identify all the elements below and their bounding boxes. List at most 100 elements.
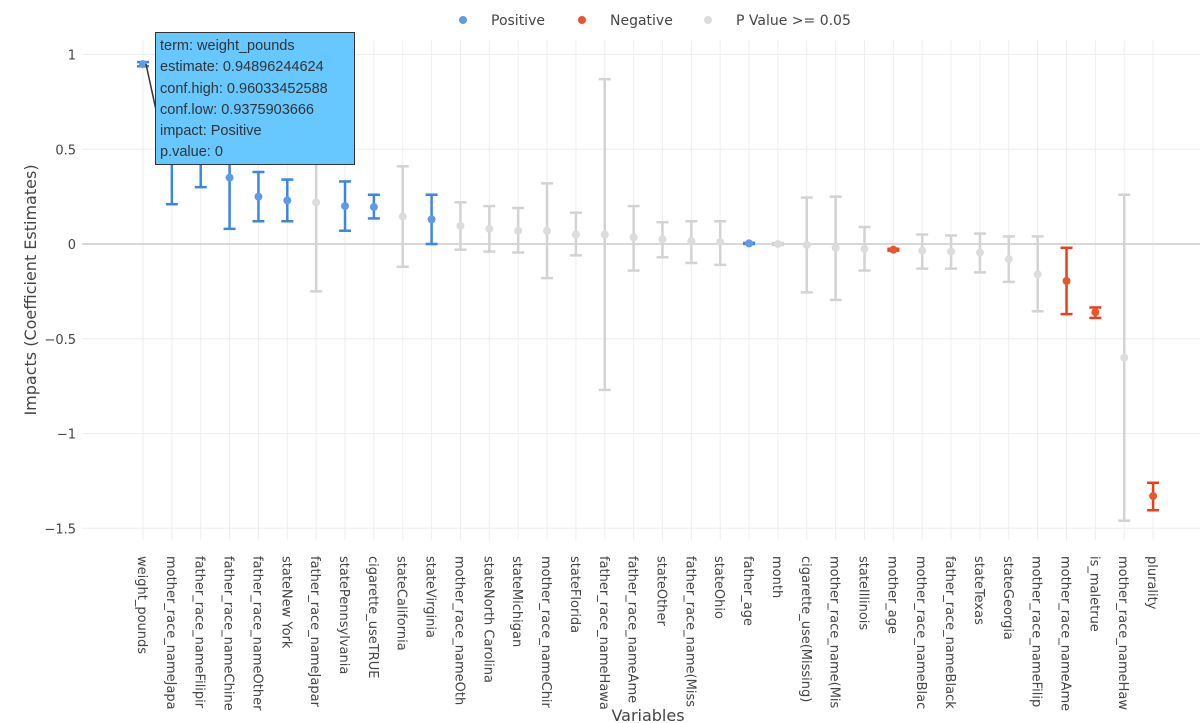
x-tick-label: father_race_nameAme: [625, 556, 640, 703]
estimate-marker[interactable]: [225, 173, 234, 182]
error-bar-point[interactable]: [252, 170, 265, 223]
estimate-marker[interactable]: [947, 247, 956, 256]
x-tick-label: stateCalifornia: [394, 556, 409, 651]
estimate-marker[interactable]: [889, 245, 898, 254]
error-bar-point[interactable]: [916, 233, 929, 270]
error-bar-point[interactable]: [569, 211, 582, 257]
x-tick-label: mother_race_name(Mis: [827, 556, 842, 709]
estimate-marker[interactable]: [543, 226, 552, 235]
estimate-marker[interactable]: [745, 239, 754, 248]
error-bar-point[interactable]: [656, 220, 669, 259]
error-bar-point[interactable]: [454, 201, 467, 251]
error-bar-point[interactable]: [367, 193, 380, 220]
estimate-marker[interactable]: [341, 202, 350, 211]
estimate-marker[interactable]: [831, 243, 840, 252]
estimate-marker[interactable]: [802, 240, 811, 249]
legend[interactable]: Positive Negative P Value >= 0.05: [459, 13, 851, 29]
error-bar-point[interactable]: [800, 196, 813, 294]
error-bar-point[interactable]: [771, 240, 784, 248]
legend-item[interactable]: Positive: [459, 13, 545, 29]
estimate-marker[interactable]: [918, 246, 927, 255]
error-bar-point[interactable]: [339, 180, 352, 232]
tooltip-term: term: weight_pounds: [160, 38, 295, 54]
legend-item[interactable]: Negative: [578, 13, 673, 29]
estimate-marker[interactable]: [485, 224, 494, 233]
error-bar-point[interactable]: [829, 195, 842, 302]
x-tick-label: mother_race_nameHaw: [1115, 556, 1130, 710]
estimate-marker[interactable]: [1149, 492, 1158, 501]
error-bar-point[interactable]: [483, 204, 496, 253]
estimate-marker[interactable]: [456, 221, 465, 230]
error-bar-point[interactable]: [541, 182, 554, 280]
x-tick-label: mother_race_nameBlac: [913, 556, 928, 709]
tooltip-estimate: estimate: 0.94896244624: [160, 59, 324, 76]
x-tick-label: stateOhio: [711, 556, 726, 619]
error-bar-point[interactable]: [1118, 193, 1131, 522]
estimate-marker[interactable]: [427, 215, 436, 224]
y-axis-ticks: 1 0.5 0 −0.5 −1 −1.5: [44, 49, 76, 538]
legend-item[interactable]: P Value >= 0.05: [704, 13, 851, 29]
error-bar-point[interactable]: [714, 220, 727, 267]
x-tick-label: is_maletrue: [1086, 556, 1101, 632]
estimate-marker[interactable]: [658, 235, 667, 244]
estimate-marker[interactable]: [283, 196, 292, 205]
estimate-marker[interactable]: [254, 192, 263, 201]
tooltip-conf-high: conf.high: 0.96033452588: [160, 80, 328, 97]
estimate-marker[interactable]: [687, 237, 696, 246]
y-tick-label: 1: [68, 49, 76, 64]
estimate-marker[interactable]: [312, 198, 321, 207]
estimate-marker[interactable]: [369, 203, 378, 212]
error-bar-point[interactable]: [512, 206, 525, 254]
error-bar-point[interactable]: [627, 204, 640, 272]
error-bar-point[interactable]: [743, 239, 756, 248]
tooltip-pvalue: p.value: 0: [160, 144, 223, 161]
estimate-marker[interactable]: [1091, 308, 1100, 317]
error-bar-point[interactable]: [1147, 481, 1160, 512]
error-bar-point[interactable]: [281, 178, 294, 223]
y-axis-title: Impacts (Coefficient Estimates): [21, 164, 40, 415]
x-tick-label: stateVirginia: [423, 556, 438, 638]
error-bar-point[interactable]: [685, 220, 698, 265]
error-bars[interactable]: [137, 60, 1160, 522]
estimate-marker[interactable]: [1120, 353, 1129, 362]
error-bar-point[interactable]: [1002, 235, 1015, 284]
legend-marker: [459, 16, 467, 24]
tooltip-pointer: [145, 63, 157, 111]
estimate-marker[interactable]: [571, 230, 580, 239]
x-tick-label: stateTexas: [971, 556, 986, 625]
error-bar-point[interactable]: [858, 225, 871, 272]
error-bar-point[interactable]: [396, 165, 409, 268]
estimate-marker[interactable]: [600, 230, 609, 239]
error-bar-point[interactable]: [1031, 235, 1044, 313]
estimate-marker[interactable]: [1062, 276, 1071, 285]
estimate-marker[interactable]: [398, 212, 407, 221]
x-tick-label: father_race_nameOther: [249, 556, 264, 711]
estimate-marker[interactable]: [860, 244, 869, 253]
error-bar-point[interactable]: [887, 245, 900, 254]
estimate-marker[interactable]: [514, 226, 523, 235]
x-tick-label: statePennsylvania: [336, 556, 351, 674]
estimate-marker[interactable]: [1004, 255, 1013, 264]
error-bar-point[interactable]: [1089, 306, 1102, 320]
legend-label: Positive: [491, 13, 545, 29]
x-tick-label: stateOther: [653, 556, 668, 626]
estimate-marker[interactable]: [716, 238, 725, 247]
x-tick-label: stateIllinois: [856, 556, 871, 630]
estimate-marker[interactable]: [773, 240, 782, 248]
hover-tooltip: term: weight_pounds estimate: 0.94896244…: [155, 32, 355, 165]
error-bar-point[interactable]: [973, 232, 986, 274]
x-tick-label: mother_age: [884, 556, 899, 634]
y-tick-label: −1.5: [44, 522, 76, 537]
x-tick-label: father_race_nameFilipir: [192, 556, 207, 709]
estimate-marker[interactable]: [1033, 270, 1042, 279]
estimate-marker[interactable]: [975, 248, 984, 257]
estimate-marker[interactable]: [629, 233, 638, 242]
error-bar-point[interactable]: [945, 234, 958, 270]
error-bar-point[interactable]: [425, 193, 438, 246]
error-bar-point[interactable]: [1060, 246, 1073, 316]
legend-marker: [704, 16, 712, 24]
error-bar-point[interactable]: [598, 77, 611, 392]
estimate-marker[interactable]: [139, 60, 147, 69]
legend-marker: [578, 16, 586, 24]
